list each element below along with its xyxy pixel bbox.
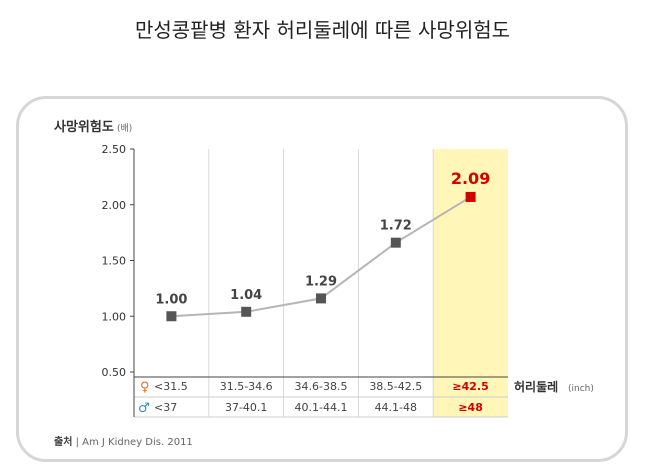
source-note: 출처 | Am J Kidney Dis. 2011 (54, 437, 193, 448)
female-category-label: 31.5-34.6 (220, 380, 273, 393)
page-title: 만성콩팥병 환자 허리둘레에 따른 사망위험도 (134, 18, 511, 42)
x-axis-label: 허리둘레 (514, 379, 558, 394)
data-point (465, 191, 476, 202)
y-tick-label: 2.50 (102, 143, 127, 156)
y-axis-label: 사망위험도 (54, 119, 114, 135)
female-category-label: 38.5-42.5 (369, 380, 422, 393)
male-symbol: ♂ (138, 401, 150, 416)
data-label: 1.72 (380, 219, 412, 234)
x-axis-unit: (inch) (568, 384, 594, 394)
male-category-label: 40.1-44.1 (295, 401, 348, 414)
female-symbol: ♀ (140, 380, 150, 395)
female-category-label: 34.6-38.5 (295, 380, 348, 393)
y-tick-label: 1.00 (102, 310, 127, 323)
data-point (241, 306, 252, 317)
data-point (316, 293, 326, 304)
data-label: 2.09 (451, 169, 490, 188)
male-category-label: ≥48 (458, 401, 483, 414)
y-axis-unit: (배) (117, 123, 132, 134)
data-label: 1.00 (155, 292, 187, 307)
male-category-label: 37-40.1 (225, 401, 267, 414)
y-tick-label: 1.50 (102, 255, 127, 268)
y-tick-label: 2.00 (102, 199, 127, 212)
male-category-label: <37 (154, 401, 177, 414)
chart-card (16, 96, 628, 462)
y-tick-label: 0.50 (102, 366, 127, 379)
data-label: 1.29 (305, 274, 337, 289)
data-point (390, 237, 401, 248)
source-label: 출처 (54, 437, 73, 448)
data-point (166, 311, 177, 322)
male-category-label: 44.1-48 (375, 401, 417, 414)
female-category-label: <31.5 (154, 380, 188, 393)
source-text: Am J Kidney Dis. 2011 (82, 437, 193, 448)
data-label: 1.04 (230, 288, 262, 303)
female-category-label: ≥42.5 (452, 380, 488, 393)
